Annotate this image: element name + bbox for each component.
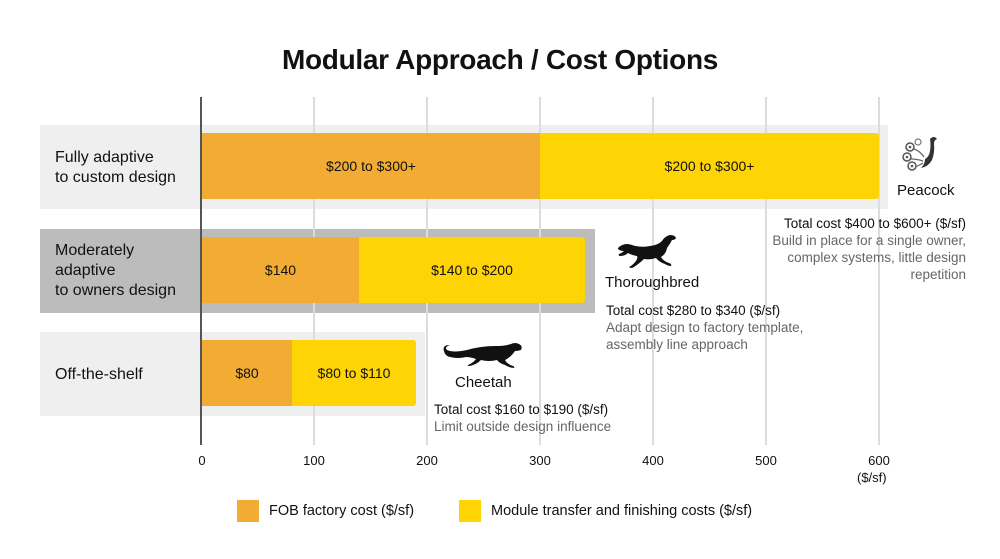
description-peacock: Build in place for a single owner, compl… xyxy=(772,232,966,283)
x-tick-400: 400 xyxy=(642,453,664,468)
row-label-line: to owners design xyxy=(55,282,176,299)
row-label-line: adaptive xyxy=(55,262,116,279)
bar-value-label: $200 to $300+ xyxy=(664,158,755,174)
row-label-fully-adaptive: Fully adaptive to custom design xyxy=(55,148,176,188)
total-cost-thoroughbred: Total cost $280 to $340 ($/sf) xyxy=(606,303,781,318)
bar-value-label: $200 to $300+ xyxy=(326,158,416,174)
row-label-moderately-adaptive: Moderately adaptive to owners design xyxy=(55,241,176,301)
row-label-line: to custom design xyxy=(55,169,176,186)
row-label-off-the-shelf: Off-the-shelf xyxy=(55,365,143,385)
total-cost-peacock: Total cost $400 to $600+ ($/sf) xyxy=(784,216,966,231)
x-tick-100: 100 xyxy=(303,453,325,468)
description-line: repetition xyxy=(910,267,966,282)
x-tick-200: 200 xyxy=(416,453,438,468)
x-tick-0: 0 xyxy=(198,453,206,468)
bar-fob-moderately-adaptive: $140 xyxy=(202,237,359,303)
bar-value-label: $140 to $200 xyxy=(431,262,513,278)
x-tick-600: 600 xyxy=(868,453,890,468)
row-label-line: Off-the-shelf xyxy=(55,366,143,383)
bar-value-label: $80 to $110 xyxy=(317,365,391,381)
description-line: Adapt design to factory template, xyxy=(606,320,804,335)
animal-name-peacock: Peacock xyxy=(897,182,955,199)
bar-mod-moderately-adaptive: $140 to $200 xyxy=(359,237,585,303)
description-line: Limit outside design influence xyxy=(434,419,612,434)
description-line: assembly line approach xyxy=(606,337,748,352)
description-line: complex systems, little design xyxy=(787,250,966,265)
peacock-icon xyxy=(900,133,944,179)
legend-item-fob: FOB factory cost ($/sf) xyxy=(237,500,414,522)
total-cost-cheetah: Total cost $160 to $190 ($/sf) xyxy=(434,402,609,417)
legend-item-mod: Module transfer and finishing costs ($/s… xyxy=(459,500,752,522)
bar-fob-off-the-shelf: $80 xyxy=(202,340,292,406)
description-thoroughbred: Adapt design to factory template, assemb… xyxy=(606,319,803,353)
gridline-600 xyxy=(878,97,880,445)
legend-swatch-mod xyxy=(459,500,481,522)
row-label-line: Moderately xyxy=(55,242,135,259)
horse-icon xyxy=(614,234,680,274)
legend-label: FOB factory cost ($/sf) xyxy=(269,503,415,519)
bar-mod-off-the-shelf: $80 to $110 xyxy=(292,340,416,406)
gridline-500 xyxy=(765,97,767,445)
x-axis-unit: ($/sf) xyxy=(857,470,887,485)
x-tick-300: 300 xyxy=(529,453,551,468)
row-label-line: Fully adaptive xyxy=(55,149,154,166)
bar-value-label: $140 xyxy=(264,262,297,278)
animal-name-thoroughbred: Thoroughbred xyxy=(605,274,700,291)
legend-label: Module transfer and finishing costs ($/s… xyxy=(491,503,753,519)
cheetah-icon xyxy=(440,337,530,373)
legend-swatch-fob xyxy=(237,500,259,522)
gridline-400 xyxy=(652,97,654,445)
bar-fob-fully-adaptive: $200 to $300+ xyxy=(202,133,540,199)
x-tick-500: 500 xyxy=(755,453,777,468)
bar-value-label: $80 xyxy=(235,365,259,381)
chart-title: Modular Approach / Cost Options xyxy=(281,44,719,75)
description-cheetah: Limit outside design influence xyxy=(434,418,611,435)
animal-name-cheetah: Cheetah xyxy=(455,374,512,391)
description-line: Build in place for a single owner, xyxy=(772,233,966,248)
y-axis-line xyxy=(200,97,202,445)
bar-mod-fully-adaptive: $200 to $300+ xyxy=(540,133,879,199)
